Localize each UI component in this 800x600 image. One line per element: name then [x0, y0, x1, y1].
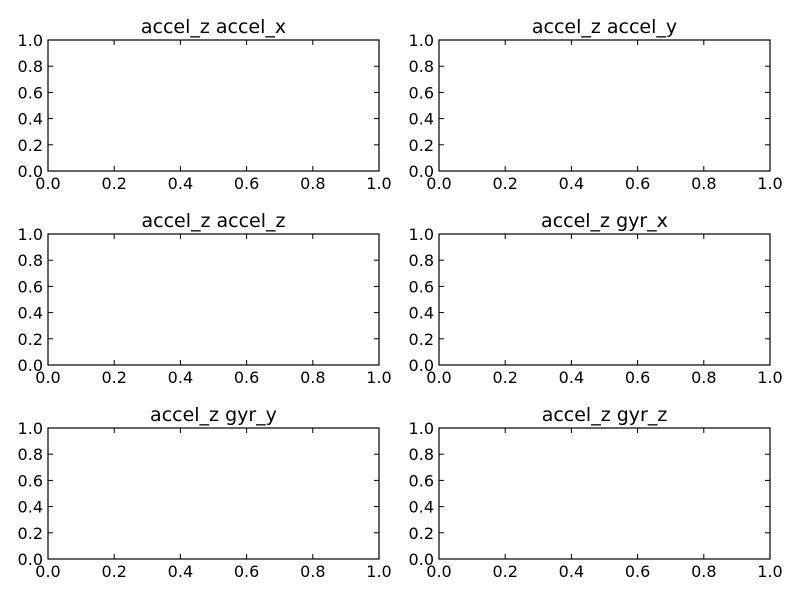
x-tick-label: 0.6 [234, 562, 259, 581]
y-tick-label: 0.6 [409, 83, 434, 102]
x-tick-label: 0.4 [559, 174, 584, 193]
y-tick-label: 0.0 [409, 356, 434, 375]
y-tick-label: 0.4 [18, 110, 43, 129]
x-tick-label: 0.2 [101, 174, 126, 193]
y-tick-label: 0.4 [409, 498, 434, 517]
x-tick-label: 0.8 [300, 368, 325, 387]
x-tick-label: 0.4 [559, 368, 584, 387]
y-tick-label: 0.6 [18, 277, 43, 296]
y-tick-label: 0.2 [409, 524, 434, 543]
y-tick-label: 0.8 [18, 445, 43, 464]
y-tick-label: 0.0 [18, 356, 43, 375]
y-tick-label: 0.0 [18, 550, 43, 569]
x-tick-label: 0.6 [625, 562, 650, 581]
x-tick-label: 0.0 [35, 562, 60, 581]
subplot-panel-2: accel_z accel_y 0.0 0.2 0.4 0.6 0.8 1.0 0.0 0.2 0… [409, 16, 783, 193]
y-tick-label: 0.2 [18, 136, 43, 155]
y-tick-label: 0.8 [409, 57, 434, 76]
y-tick-label: 0.2 [409, 330, 434, 349]
y-tick-label: 1.0 [18, 31, 43, 50]
subplot-title: accel_z gyr_z [542, 404, 668, 426]
x-tick-label: 0.8 [300, 562, 325, 581]
y-tick-label: 1.0 [409, 225, 434, 244]
axes-frame [438, 427, 771, 560]
y-tick-label: 0.0 [409, 550, 434, 569]
y-tick-label: 1.0 [18, 225, 43, 244]
y-tick-label: 0.6 [18, 471, 43, 490]
x-tick-label: 0.0 [35, 174, 60, 193]
y-tick-label: 0.4 [18, 498, 43, 517]
y-tick-label: 0.6 [409, 277, 434, 296]
x-tick-label: 1.0 [366, 562, 391, 581]
axes-frame [438, 39, 771, 172]
y-tick-label: 0.2 [409, 136, 434, 155]
y-tick-label: 0.6 [409, 471, 434, 490]
x-tick-label: 0.8 [300, 174, 325, 193]
y-tick-label: 0.8 [409, 445, 434, 464]
subplot-panel-1: accel_z accel_x 0.0 0.2 0.4 0.6 0.8 1.0 0.0 0.2 0… [18, 16, 392, 193]
x-tick-label: 0.4 [168, 562, 193, 581]
x-tick-label: 0.8 [691, 562, 716, 581]
x-tick-label: 0.4 [168, 174, 193, 193]
x-tick-label: 0.2 [101, 562, 126, 581]
axes-frame [47, 427, 380, 560]
x-tick-label: 0.8 [691, 368, 716, 387]
subplot-panel-4: accel_z gyr_x 0.0 0.2 0.4 0.6 0.8 1.0 0.0 0.2 0.4… [409, 210, 783, 387]
y-tick-label: 1.0 [18, 419, 43, 438]
subplot-title: accel_z accel_x [141, 16, 286, 38]
x-tick-label: 1.0 [366, 174, 391, 193]
axes-frame [47, 233, 380, 366]
x-tick-label: 0.6 [625, 174, 650, 193]
axes-frame [438, 233, 771, 366]
y-tick-label: 0.8 [409, 251, 434, 270]
x-tick-label: 0.0 [426, 562, 451, 581]
y-tick-label: 0.4 [18, 304, 43, 323]
x-tick-label: 0.6 [234, 368, 259, 387]
x-tick-label: 1.0 [757, 174, 782, 193]
axes-frame [47, 39, 380, 172]
x-tick-label: 0.4 [559, 562, 584, 581]
x-tick-label: 0.4 [168, 368, 193, 387]
x-tick-label: 1.0 [757, 368, 782, 387]
subplot-panel-3: accel_z accel_z 0.0 0.2 0.4 0.6 0.8 1.0 0.0 0.2 0… [18, 210, 392, 387]
x-tick-label: 0.8 [691, 174, 716, 193]
x-tick-label: 0.0 [426, 368, 451, 387]
x-tick-label: 0.2 [492, 174, 517, 193]
y-tick-label: 0.4 [409, 304, 434, 323]
y-tick-label: 0.2 [18, 524, 43, 543]
subplot-title: accel_z accel_z [142, 210, 286, 232]
y-tick-label: 0.2 [18, 330, 43, 349]
subplot-title: accel_z accel_y [532, 16, 677, 38]
y-tick-label: 0.6 [18, 83, 43, 102]
subplot-title: accel_z gyr_y [150, 404, 277, 426]
y-tick-label: 0.4 [409, 110, 434, 129]
y-tick-label: 1.0 [409, 419, 434, 438]
y-tick-label: 0.8 [18, 251, 43, 270]
y-tick-label: 0.8 [18, 57, 43, 76]
x-tick-label: 0.2 [492, 562, 517, 581]
x-tick-label: 0.6 [234, 174, 259, 193]
subplot-title: accel_z gyr_x [541, 210, 668, 232]
x-tick-label: 0.6 [625, 368, 650, 387]
x-tick-label: 0.2 [101, 368, 126, 387]
subplot-panel-5: accel_z gyr_y 0.0 0.2 0.4 0.6 0.8 1.0 0.0 0.2 0.4… [18, 404, 392, 581]
y-tick-label: 1.0 [409, 31, 434, 50]
x-tick-label: 0.0 [426, 174, 451, 193]
x-tick-label: 0.0 [35, 368, 60, 387]
x-tick-label: 1.0 [366, 368, 391, 387]
y-tick-label: 0.0 [18, 162, 43, 181]
x-tick-label: 1.0 [757, 562, 782, 581]
subplot-panel-6: accel_z gyr_z 0.0 0.2 0.4 0.6 0.8 1.0 0.0 0.2 0.4… [409, 404, 783, 581]
y-tick-label: 0.0 [409, 162, 434, 181]
x-tick-label: 0.2 [492, 368, 517, 387]
